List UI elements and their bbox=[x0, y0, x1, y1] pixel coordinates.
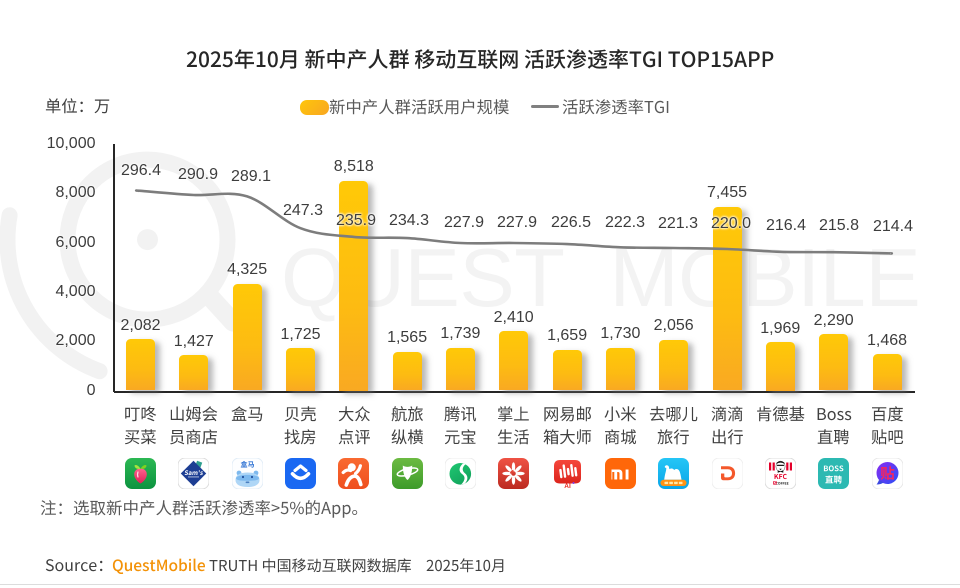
svg-text:AI: AI bbox=[564, 483, 571, 489]
svg-text:K: K bbox=[774, 481, 777, 485]
